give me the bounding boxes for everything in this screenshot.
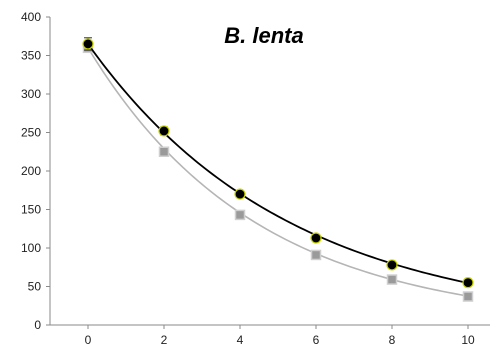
chart-title: B. lenta: [224, 23, 303, 48]
y-tick-label: 350: [21, 49, 41, 63]
y-tick-label: 100: [21, 241, 41, 255]
series: [82, 42, 474, 302]
x-tick-label: 10: [461, 333, 475, 347]
x-tick-label: 2: [161, 333, 168, 347]
data-point: [158, 146, 170, 157]
y-tick-label: 150: [21, 203, 41, 217]
series-fit-line: [87, 47, 469, 297]
x-tick-label: 8: [389, 333, 396, 347]
y-tick-label: 300: [21, 87, 41, 101]
y-tick-label: 400: [21, 10, 41, 24]
data-point: [82, 38, 94, 50]
y-tick-label: 50: [28, 280, 42, 294]
data-point: [462, 291, 474, 302]
data-point: [234, 188, 246, 200]
y-tick-label: 250: [21, 126, 41, 140]
y-ticks: 0 50 100 150 200 250 300 350 400: [21, 10, 50, 332]
data-point: [386, 274, 398, 285]
data-point: [310, 249, 322, 261]
x-tick-label: 0: [85, 333, 92, 347]
series-fit-line: [87, 43, 469, 284]
data-point: [462, 277, 474, 289]
x-tick-label: 6: [313, 333, 320, 347]
series-layer: [82, 37, 474, 302]
x-ticks: 0 2 4 6 8 10: [85, 325, 475, 347]
data-point: [234, 209, 246, 221]
series: [82, 37, 474, 289]
axes: 0 50 100 150 200 250 300 350 400 0 2 4 6 8 10: [21, 10, 490, 347]
y-tick-label: 200: [21, 164, 41, 178]
x-tick-label: 4: [237, 333, 244, 347]
data-point: [158, 125, 170, 137]
data-point: [310, 232, 322, 244]
data-point: [386, 259, 398, 271]
y-tick-label: 0: [34, 318, 41, 332]
